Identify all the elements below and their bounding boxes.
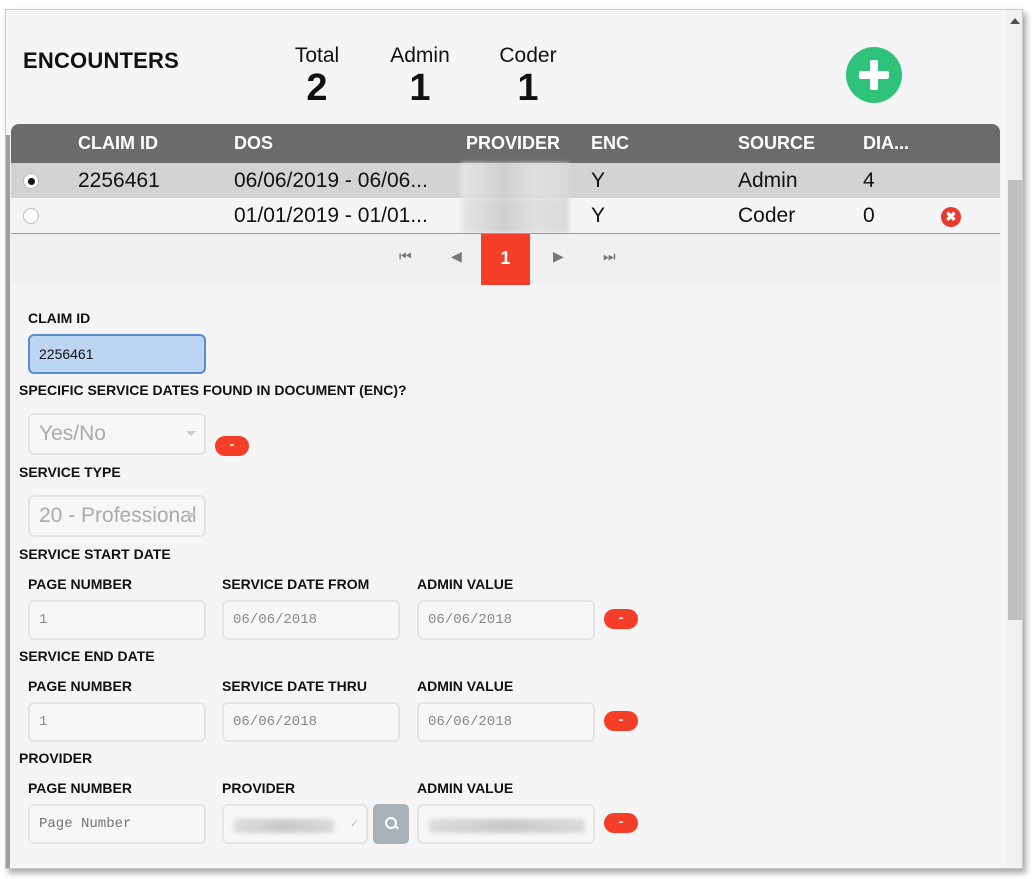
- row-enc: Y: [591, 169, 606, 192]
- chevron-down-icon: [186, 513, 196, 518]
- coder-stat: Coder 1: [495, 44, 561, 108]
- remove-start-date-button[interactable]: -: [604, 609, 638, 629]
- prev-page-icon[interactable]: ◀: [451, 248, 462, 264]
- service-date-thru-input[interactable]: 06/06/2018: [222, 702, 400, 742]
- encounters-header: ENCOUNTERS Total 2 Admin 1 Coder 1: [6, 10, 1006, 135]
- specific-dates-value: Yes/No: [39, 422, 106, 445]
- start-admin-value-field: 06/06/2018: [417, 600, 595, 640]
- admin-value: 1: [409, 67, 431, 109]
- vertical-scrollbar[interactable]: [1006, 10, 1022, 868]
- provider-section-label: PROVIDER: [19, 750, 93, 766]
- specific-dates-select[interactable]: Yes/No: [28, 413, 206, 455]
- row-enc: Y: [591, 204, 606, 227]
- row-source: Admin: [738, 169, 798, 192]
- col-dos[interactable]: DOS: [234, 133, 274, 153]
- provider-select[interactable]: ✓: [222, 804, 368, 844]
- row-radio[interactable]: [23, 173, 39, 189]
- chevron-down-icon: ✓: [350, 817, 358, 831]
- last-page-icon[interactable]: ⏭: [603, 248, 616, 264]
- encounters-panel: ENCOUNTERS Total 2 Admin 1 Coder 1 CLAIM…: [5, 9, 1023, 869]
- col-provider[interactable]: PROVIDER: [466, 133, 561, 153]
- grid-header: CLAIM ID DOS PROVIDER ENC SOURCE DIA...: [11, 124, 1000, 163]
- remove-specific-dates-button[interactable]: -: [215, 436, 249, 456]
- total-stat: Total 2: [289, 44, 345, 108]
- provider-admin-value-label: ADMIN VALUE: [417, 780, 514, 796]
- remove-provider-button[interactable]: -: [604, 813, 638, 833]
- end-page-number-input[interactable]: 1: [28, 702, 206, 742]
- page-title: ENCOUNTERS: [23, 48, 180, 73]
- claim-id-label: CLAIM ID: [28, 310, 91, 326]
- scroll-thumb[interactable]: [1008, 180, 1022, 620]
- col-dia[interactable]: DIA...: [863, 133, 910, 153]
- start-page-number-label: PAGE NUMBER: [28, 576, 132, 592]
- row-provider-redacted: [461, 198, 569, 233]
- provider-search-button[interactable]: [373, 804, 409, 844]
- claim-id-input[interactable]: 2256461: [28, 334, 206, 374]
- row-claim-id: 2256461: [78, 169, 160, 192]
- service-type-value: 20 - Professional: [39, 504, 197, 527]
- admin-stat: Admin 1: [386, 44, 454, 108]
- service-end-date-label: SERVICE END DATE: [19, 648, 155, 664]
- scroll-up-icon[interactable]: [1010, 18, 1020, 24]
- specific-dates-label: SPECIFIC SERVICE DATES FOUND IN DOCUMENT…: [19, 382, 407, 398]
- encounters-grid: CLAIM ID DOS PROVIDER ENC SOURCE DIA... …: [11, 124, 1000, 285]
- provider-page-number-input[interactable]: [28, 804, 206, 844]
- service-date-from-label: SERVICE DATE FROM: [222, 576, 370, 592]
- provider-admin-value-field: [417, 804, 595, 844]
- first-page-icon[interactable]: ⏮: [399, 248, 412, 264]
- total-value: 2: [306, 67, 328, 109]
- provider-label: PROVIDER: [222, 780, 296, 796]
- end-admin-value-field: 06/06/2018: [417, 702, 595, 742]
- admin-label: Admin: [390, 44, 450, 67]
- col-claim-id[interactable]: CLAIM ID: [78, 133, 158, 153]
- service-type-select[interactable]: 20 - Professional: [28, 495, 206, 537]
- table-row[interactable]: 01/01/2019 - 01/01... Y Coder 0 ✖: [11, 198, 1000, 233]
- provider-page-number-label: PAGE NUMBER: [28, 780, 132, 796]
- current-page-button[interactable]: 1: [481, 234, 530, 285]
- row-radio[interactable]: [23, 208, 39, 224]
- coder-label: Coder: [499, 44, 557, 67]
- end-admin-value-label: ADMIN VALUE: [417, 678, 514, 694]
- end-page-number-label: PAGE NUMBER: [28, 678, 132, 694]
- remove-end-date-button[interactable]: -: [604, 711, 638, 731]
- service-date-thru-label: SERVICE DATE THRU: [222, 678, 367, 694]
- left-border: [6, 70, 10, 868]
- provider-admin-redacted: [429, 819, 585, 833]
- col-enc[interactable]: ENC: [591, 133, 630, 153]
- service-date-from-input[interactable]: 06/06/2018: [222, 600, 400, 640]
- col-source[interactable]: SOURCE: [738, 133, 816, 153]
- service-start-date-label: SERVICE START DATE: [19, 546, 171, 562]
- start-admin-value-label: ADMIN VALUE: [417, 576, 514, 592]
- next-page-icon[interactable]: ▶: [553, 248, 564, 264]
- row-dos: 06/06/2019 - 06/06...: [234, 169, 428, 192]
- chevron-down-icon: [186, 431, 196, 436]
- start-page-number-input[interactable]: 1: [28, 600, 206, 640]
- row-provider-redacted: [461, 163, 569, 198]
- add-encounter-button[interactable]: [846, 47, 902, 103]
- coder-value: 1: [517, 67, 539, 109]
- total-label: Total: [294, 44, 340, 67]
- row-dia: 4: [863, 169, 875, 192]
- provider-redacted: [234, 819, 334, 833]
- table-row[interactable]: 2256461 06/06/2019 - 06/06... Y Admin 4: [11, 163, 1000, 198]
- grid-pager: ⏮ ◀ 1 ▶ ⏭: [11, 233, 1000, 285]
- close-icon[interactable]: ✖: [941, 207, 961, 227]
- row-dia: 0: [863, 204, 875, 227]
- row-dos: 01/01/2019 - 01/01...: [234, 204, 428, 227]
- row-source: Coder: [738, 204, 796, 227]
- service-type-label: SERVICE TYPE: [19, 464, 121, 480]
